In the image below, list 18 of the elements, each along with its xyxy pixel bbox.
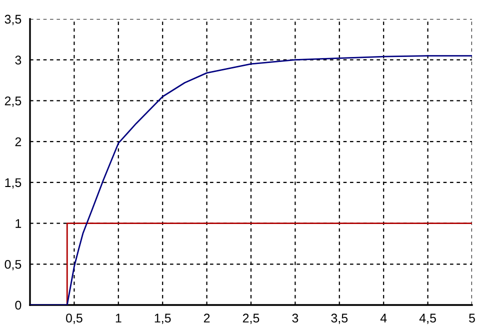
y-tick-label: 2,5 bbox=[4, 96, 22, 107]
x-tick-label: 5 bbox=[469, 314, 475, 323]
y-tick-label: 1 bbox=[16, 219, 22, 228]
x-tick-label: 3,5 bbox=[331, 314, 348, 324]
x-tick-label: 4 bbox=[380, 314, 387, 322]
x-tick-label: 1,5 bbox=[154, 314, 171, 324]
x-tick-label: 4,5 bbox=[419, 314, 436, 324]
x-tick-label: 1 bbox=[116, 314, 122, 322]
x-tick-label: 3 bbox=[292, 314, 298, 323]
y-tick-label: 3 bbox=[15, 56, 22, 65]
y-tick-label: 0,5 bbox=[4, 260, 22, 270]
y-tick-label: 0 bbox=[15, 300, 22, 310]
y-tick-label: 1,5 bbox=[5, 178, 22, 189]
x-tick-label: 2,5 bbox=[242, 314, 260, 324]
y-tick-label: 2 bbox=[15, 137, 22, 146]
x-tick-label: 0,5 bbox=[66, 314, 82, 324]
x-tick-label: 2 bbox=[204, 314, 210, 322]
y-tick-label: 3,5 bbox=[4, 14, 22, 26]
